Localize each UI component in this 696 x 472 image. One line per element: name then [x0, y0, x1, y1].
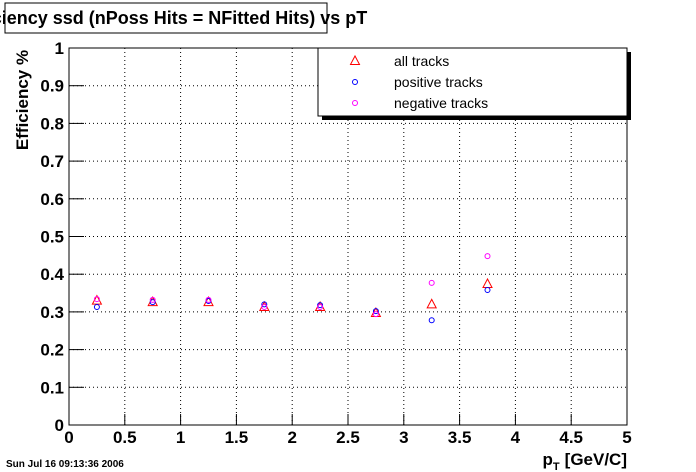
data-point: [261, 301, 268, 308]
legend-label: all tracks: [394, 53, 449, 69]
data-point: [149, 296, 156, 303]
y-tick-label: 0.2: [40, 341, 64, 360]
y-tick-label: 0: [55, 416, 64, 435]
title-box: [4, 2, 328, 34]
x-tick-label: 3: [399, 428, 408, 447]
y-tick-label: 0.1: [40, 378, 64, 397]
x-label-sub: T: [553, 461, 560, 472]
data-point: [428, 279, 435, 286]
x-tick-label: 5: [622, 428, 631, 447]
x-tick-label: 3.5: [448, 428, 472, 447]
x-axis-label: pT [GeV/C]: [543, 450, 627, 472]
x-tick-label: 0: [64, 428, 73, 447]
data-point: [372, 311, 379, 318]
chart-title: efficiency ssd (nPoss Hits = NFitted Hit…: [0, 8, 367, 28]
x-tick-label: 2: [287, 428, 296, 447]
data-point: [261, 303, 268, 310]
legend-label: negative tracks: [394, 95, 488, 111]
data-point: [93, 296, 100, 303]
data-point: [426, 298, 438, 309]
y-tick-label: 0.8: [40, 114, 64, 133]
x-tick-label: 2.5: [336, 428, 360, 447]
legend: [317, 47, 628, 117]
data-point: [428, 317, 435, 324]
x-label-unit: [GeV/C]: [565, 450, 627, 469]
y-tick-label: 1: [55, 39, 64, 58]
data-point: [372, 308, 379, 315]
legend-marker: [352, 100, 358, 106]
y-tick-label: 0.4: [40, 265, 64, 284]
x-tick-label: 0.5: [113, 428, 137, 447]
y-tick-label: 0.5: [40, 228, 64, 247]
y-tick-label: 0.6: [40, 190, 64, 209]
legend-marker: [352, 79, 358, 85]
y-tick-label: 0.9: [40, 77, 64, 96]
data-point: [317, 303, 324, 310]
data-point: [484, 287, 491, 294]
x-label-main: p: [543, 450, 553, 469]
y-tick-label: 0.7: [40, 152, 64, 171]
y-axis-label: Efficiency %: [13, 50, 32, 150]
legend-label: positive tracks: [394, 74, 483, 90]
x-tick-label: 1.5: [225, 428, 249, 447]
x-tick-label: 4: [511, 428, 521, 447]
data-point: [484, 253, 491, 260]
data-point: [93, 303, 100, 310]
timestamp: Sun Jul 16 09:13:36 2006: [6, 459, 124, 470]
data-point: [205, 296, 212, 303]
x-tick-label: 1: [176, 428, 185, 447]
x-tick-label: 4.5: [559, 428, 583, 447]
y-tick-label: 0.3: [40, 303, 64, 322]
data-point: [149, 299, 156, 306]
legend-marker: [349, 54, 361, 65]
data-point: [317, 302, 324, 309]
